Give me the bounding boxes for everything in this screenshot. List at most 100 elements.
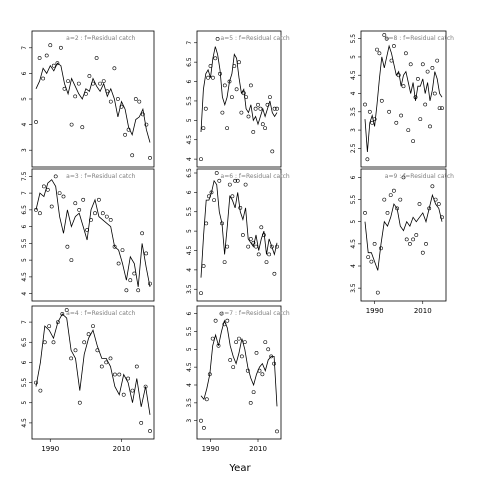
observed-point [60, 312, 65, 316]
panel-7: 3 3.5 4 4.5 5 5.5 6 1990 2010 a=7 : f=Residual ca… [186, 305, 290, 453]
observed-point [97, 197, 101, 202]
observed-point [238, 205, 243, 210]
observed-point [225, 244, 230, 249]
observed-point [256, 252, 261, 257]
observed-point [214, 171, 219, 175]
observed-point [377, 51, 382, 56]
y-tick-label: 6.5 [186, 168, 193, 178]
panel-1: 4 4.5 5 5.5 6 6.5 7 a=5 : f=Residual catch [186, 30, 290, 168]
observed-point [403, 51, 408, 56]
x-tick-label: 1990 [366, 307, 384, 315]
observed-point [143, 384, 148, 389]
y-tick-label: 7 [21, 46, 28, 50]
observed-point [241, 91, 246, 96]
observed-point [210, 336, 215, 341]
observed-point [112, 66, 117, 71]
observed-point [413, 95, 418, 100]
x-tick-label: 1990 [202, 445, 220, 453]
observed-point [436, 202, 441, 206]
observed-point [239, 110, 244, 115]
observed-point [269, 244, 274, 249]
observed-point [84, 92, 88, 96]
observed-point [136, 288, 141, 293]
observed-point [94, 56, 99, 60]
observed-point [126, 376, 131, 381]
y-tick-label: 4.5 [21, 418, 28, 428]
observed-point [213, 56, 218, 61]
observed-point [91, 81, 95, 86]
y-tick-label: 6 [21, 360, 28, 364]
observed-point [398, 197, 403, 202]
panel-title: a=2 : f=Residual catch [66, 35, 135, 42]
observed-point [418, 117, 423, 122]
observed-point [148, 281, 152, 286]
observed-point [396, 73, 401, 78]
observed-point [130, 388, 135, 393]
panel-title: a=4 : f=Residual catch [66, 310, 135, 317]
observed-point [379, 98, 384, 103]
y-tick-label: 6 [21, 225, 28, 229]
y-tick-label: 4.5 [186, 135, 193, 145]
observed-point [82, 340, 87, 345]
y-tick-label: 6.5 [186, 57, 193, 67]
panel-frame [196, 305, 282, 440]
observed-point [199, 418, 203, 423]
observed-point [139, 420, 144, 425]
observed-point [389, 58, 394, 63]
observed-point [267, 95, 272, 100]
observed-point [219, 311, 224, 316]
y-tick-label: 4 [186, 157, 193, 161]
observed-point [246, 244, 251, 249]
y-tick-label: 5.5 [350, 195, 357, 205]
panel-frame [360, 168, 447, 302]
observed-point [57, 191, 62, 196]
observed-point [272, 361, 277, 366]
fitted-series-line [200, 179, 278, 278]
observed-point [230, 194, 235, 199]
observed-point [243, 182, 248, 187]
observed-point [382, 33, 387, 37]
observed-point [375, 290, 380, 295]
observed-point [263, 126, 268, 131]
observed-point [34, 380, 38, 385]
y-tick-label: 3 [186, 419, 193, 423]
observed-point [227, 182, 232, 187]
observed-point [231, 365, 236, 370]
observed-point [144, 251, 149, 256]
observed-point [120, 248, 125, 253]
fitted-series-line [35, 62, 151, 143]
observed-point [51, 340, 56, 345]
observed-point [38, 211, 42, 216]
y-tick-label: 7 [21, 191, 28, 195]
observed-point [256, 102, 260, 107]
observed-point [259, 225, 264, 230]
observed-point [45, 187, 50, 192]
observed-point [73, 201, 78, 206]
observed-point [108, 99, 113, 104]
observed-point [133, 97, 138, 101]
observed-point [401, 175, 406, 180]
observed-point [100, 211, 105, 216]
observed-point [266, 347, 271, 352]
x-tick-label: 2010 [249, 445, 267, 453]
observed-point [253, 106, 258, 111]
observed-point [244, 95, 249, 100]
y-tick-label: 7.5 [21, 171, 28, 181]
observed-point [132, 271, 137, 276]
panel-title: a=6 : f=Residual catch [221, 173, 290, 180]
y-tick-label: 5.5 [186, 96, 193, 106]
observed-point [123, 132, 128, 137]
y-tick-label: 3.5 [350, 107, 357, 117]
observed-point [391, 44, 396, 48]
observed-point [401, 84, 406, 89]
observed-point [234, 340, 239, 345]
panel-frame [196, 30, 282, 168]
observed-point [222, 322, 227, 327]
y-tick-label: 3.5 [186, 284, 193, 294]
observed-point [411, 139, 416, 144]
observed-point [430, 184, 435, 189]
observed-point [49, 204, 54, 209]
observed-point [420, 62, 425, 67]
y-tick-label: 2.5 [350, 143, 357, 153]
observed-point [440, 106, 444, 111]
